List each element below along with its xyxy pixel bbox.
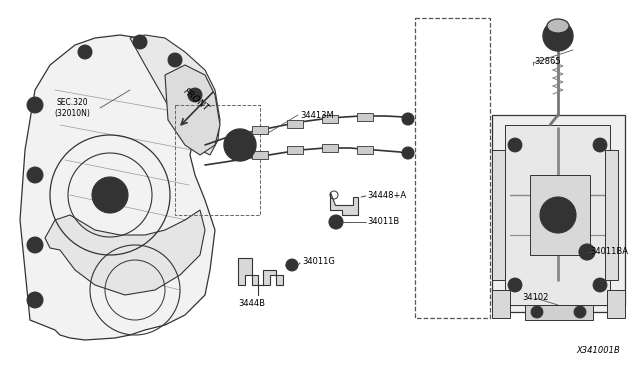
Text: 34413M: 34413M <box>300 110 333 119</box>
Circle shape <box>78 45 92 59</box>
Text: 34102: 34102 <box>522 294 548 302</box>
Circle shape <box>540 197 576 233</box>
Circle shape <box>511 141 519 149</box>
Polygon shape <box>287 120 303 128</box>
Circle shape <box>136 38 144 46</box>
Polygon shape <box>252 151 268 159</box>
Circle shape <box>329 215 343 229</box>
Polygon shape <box>238 258 283 285</box>
Polygon shape <box>492 290 510 318</box>
Circle shape <box>81 48 89 56</box>
Polygon shape <box>530 175 590 255</box>
Text: 34448+A: 34448+A <box>367 192 406 201</box>
Polygon shape <box>45 210 205 295</box>
Circle shape <box>286 259 298 271</box>
Text: 34011G: 34011G <box>302 257 335 266</box>
Circle shape <box>548 26 568 46</box>
Text: SEC.320
(32010N): SEC.320 (32010N) <box>54 98 90 118</box>
Circle shape <box>531 306 543 318</box>
Circle shape <box>27 292 43 308</box>
Polygon shape <box>607 290 625 318</box>
Polygon shape <box>322 115 338 123</box>
Polygon shape <box>330 192 358 215</box>
Text: X341001B: X341001B <box>576 346 620 355</box>
Circle shape <box>593 278 607 292</box>
Polygon shape <box>525 305 593 320</box>
Circle shape <box>27 237 43 253</box>
Circle shape <box>191 91 199 99</box>
Polygon shape <box>165 65 220 155</box>
Circle shape <box>548 205 568 225</box>
Circle shape <box>27 167 43 183</box>
Circle shape <box>92 177 128 213</box>
Text: FRONT: FRONT <box>181 87 211 113</box>
Polygon shape <box>287 146 303 154</box>
Polygon shape <box>20 35 215 340</box>
Circle shape <box>232 137 248 153</box>
Polygon shape <box>252 126 268 134</box>
Text: 3444B: 3444B <box>239 298 266 308</box>
Polygon shape <box>505 125 610 305</box>
Circle shape <box>402 147 414 159</box>
Circle shape <box>574 306 586 318</box>
Polygon shape <box>492 150 505 280</box>
Text: 34011B: 34011B <box>367 218 399 227</box>
Circle shape <box>27 97 43 113</box>
Circle shape <box>168 53 182 67</box>
Circle shape <box>188 88 202 102</box>
Circle shape <box>596 141 604 149</box>
Circle shape <box>596 281 604 289</box>
Circle shape <box>133 35 147 49</box>
Polygon shape <box>357 146 373 154</box>
Circle shape <box>543 21 573 51</box>
Circle shape <box>579 244 595 260</box>
Polygon shape <box>322 144 338 152</box>
Text: 34011BA: 34011BA <box>590 247 628 257</box>
Circle shape <box>171 56 179 64</box>
Text: 32865: 32865 <box>534 58 561 67</box>
Ellipse shape <box>547 19 569 33</box>
Polygon shape <box>357 113 373 121</box>
Polygon shape <box>605 150 618 280</box>
Bar <box>415 18 490 318</box>
Circle shape <box>593 138 607 152</box>
Polygon shape <box>130 35 220 155</box>
Polygon shape <box>492 115 625 312</box>
Circle shape <box>508 278 522 292</box>
Circle shape <box>402 113 414 125</box>
Circle shape <box>511 281 519 289</box>
Circle shape <box>224 129 256 161</box>
Circle shape <box>508 138 522 152</box>
